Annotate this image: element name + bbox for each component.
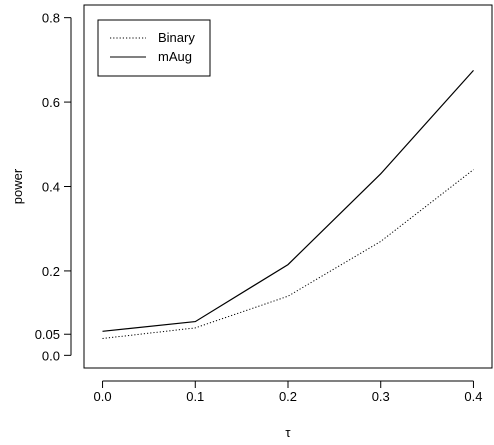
y-tick-label: 0.0 (42, 348, 60, 363)
x-tick-label: 0.1 (186, 389, 204, 404)
x-axis: 0.0 0.1 0.2 0.3 0.4 (94, 380, 482, 404)
y-tick-label: 0.4 (42, 180, 60, 195)
y-axis-title: power (10, 168, 25, 204)
legend: Binary mAug (97, 19, 211, 77)
x-tick-label: 0.0 (94, 389, 112, 404)
series-line-binary (102, 169, 474, 339)
x-tick-label: 0.3 (372, 389, 390, 404)
y-tick-label: 0.6 (42, 95, 60, 110)
y-tick-label: 0.8 (42, 11, 60, 26)
x-axis-title: τ (285, 425, 291, 440)
y-axis: 0.0 0.05 0.2 0.4 0.6 0.8 (35, 11, 72, 363)
y-tick-label: 0.05 (35, 327, 60, 342)
plot-area-frame (83, 4, 493, 369)
series-line-maug (102, 69, 474, 332)
legend-box (97, 19, 211, 77)
series-layer (102, 69, 474, 339)
x-tick-label: 0.2 (279, 389, 297, 404)
y-tick-label: 0.2 (42, 264, 60, 279)
legend-label-binary: Binary (158, 30, 195, 45)
x-tick-label: 0.4 (464, 389, 482, 404)
legend-label-maug: mAug (158, 49, 192, 64)
